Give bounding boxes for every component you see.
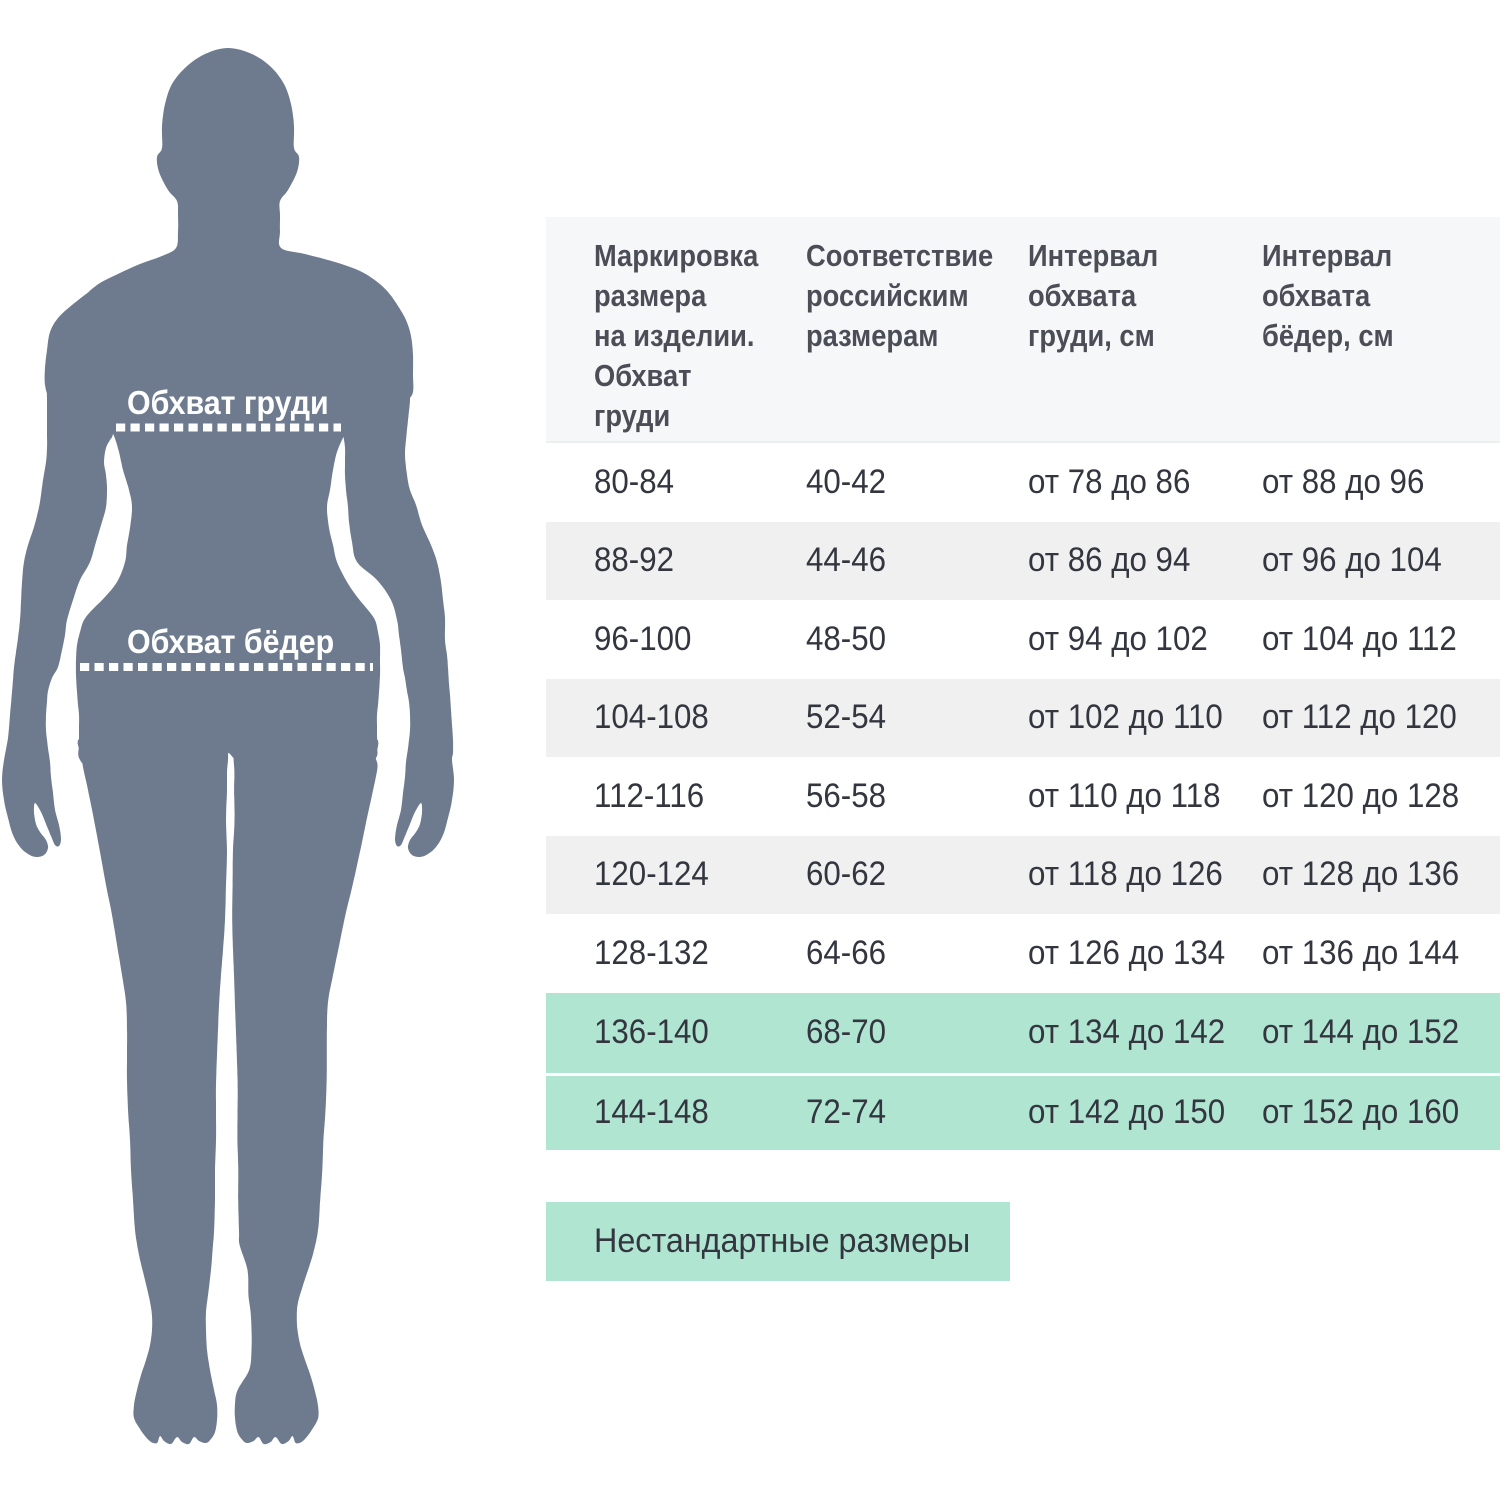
svg-text:Обхват бёдер: Обхват бёдер bbox=[127, 623, 334, 660]
svg-text:Обхват груди: Обхват груди bbox=[127, 384, 329, 421]
